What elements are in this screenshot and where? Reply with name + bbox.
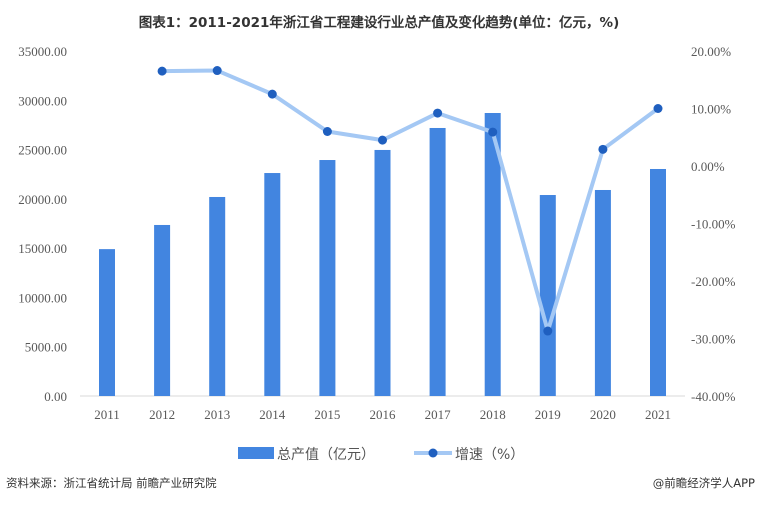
x-tick-label: 2015 [314,407,340,422]
legend-line-marker [428,448,438,458]
growth-point-2014 [267,89,277,99]
right-tick-label: -20.00% [691,274,736,289]
x-tick-label: 2013 [204,407,230,422]
right-tick-label: 10.00% [691,102,731,117]
right-tick-label: -30.00% [691,332,736,347]
left-tick-label: 35000.00 [18,44,67,59]
line-series [157,66,663,336]
x-tick-label: 2016 [370,407,397,422]
left-tick-label: 15000.00 [18,241,67,256]
left-axis: 0.00 5000.00 10000.00 15000.00 20000.00 25000… [18,44,67,404]
chart-title: 图表1：2011-2021年浙江省工程建设行业总产值及变化趋势(单位：亿元，%) [139,14,620,31]
bar-series [99,113,666,396]
right-tick-label: 20.00% [691,44,731,59]
bar-2019 [539,195,556,396]
bar-2014 [264,173,281,396]
legend-bar-label: 总产值（亿元） [277,447,375,463]
growth-point-2013 [212,66,222,76]
legend: 总产值（亿元） 增速（%） [238,447,524,463]
left-tick-label: 5000.00 [25,340,67,355]
bar-2015 [319,160,336,396]
x-tick-label: 2018 [480,407,506,422]
left-tick-label: 20000.00 [18,192,67,207]
x-tick-label: 2021 [645,407,671,422]
growth-line [162,68,660,334]
right-tick-label: 0.00% [691,159,725,174]
x-axis: 2011 2012 2013 2014 2015 2016 2017 2018 2019 2020… [94,407,671,422]
growth-point-2019 [543,326,553,336]
left-tick-label: 25000.00 [18,143,67,158]
x-tick-label: 2012 [149,407,175,422]
x-tick-label: 2019 [535,407,561,422]
right-tick-label: -40.00% [691,389,736,404]
bar-2013 [209,196,226,396]
growth-point-2016 [378,135,387,145]
bar-2020 [594,189,611,396]
legend-line-label: 增速（%） [455,447,524,463]
bar-2012 [154,224,171,396]
legend-bar-swatch [238,447,274,459]
bar-2011 [99,249,115,396]
x-tick-label: 2014 [259,407,286,422]
growth-point-2021 [653,104,663,113]
x-tick-label: 2011 [94,407,120,422]
credit: @前瞻经济学人APP [653,476,755,490]
bar-2016 [374,149,391,396]
left-tick-label: 10000.00 [18,290,67,305]
right-axis: -40.00% -30.00% -20.00% -10.00% 0.00% 10.00% 2… [691,44,736,404]
growth-point-2020 [598,144,608,154]
source-note: 资料来源：浙江省统计局 前瞻产业研究院 [6,476,217,490]
growth-point-2018 [488,127,498,137]
growth-point-2015 [322,127,332,136]
left-tick-label: 30000.00 [18,93,67,108]
bar-2021 [650,168,666,396]
left-tick-label: 0.00 [44,389,67,404]
bar-2017 [429,127,446,396]
bar-2018 [484,113,501,396]
right-tick-label: -10.00% [691,217,736,232]
growth-point-2017 [433,108,443,118]
x-tick-label: 2020 [590,407,616,422]
growth-point-2012 [157,66,167,76]
x-tick-label: 2017 [425,407,452,422]
